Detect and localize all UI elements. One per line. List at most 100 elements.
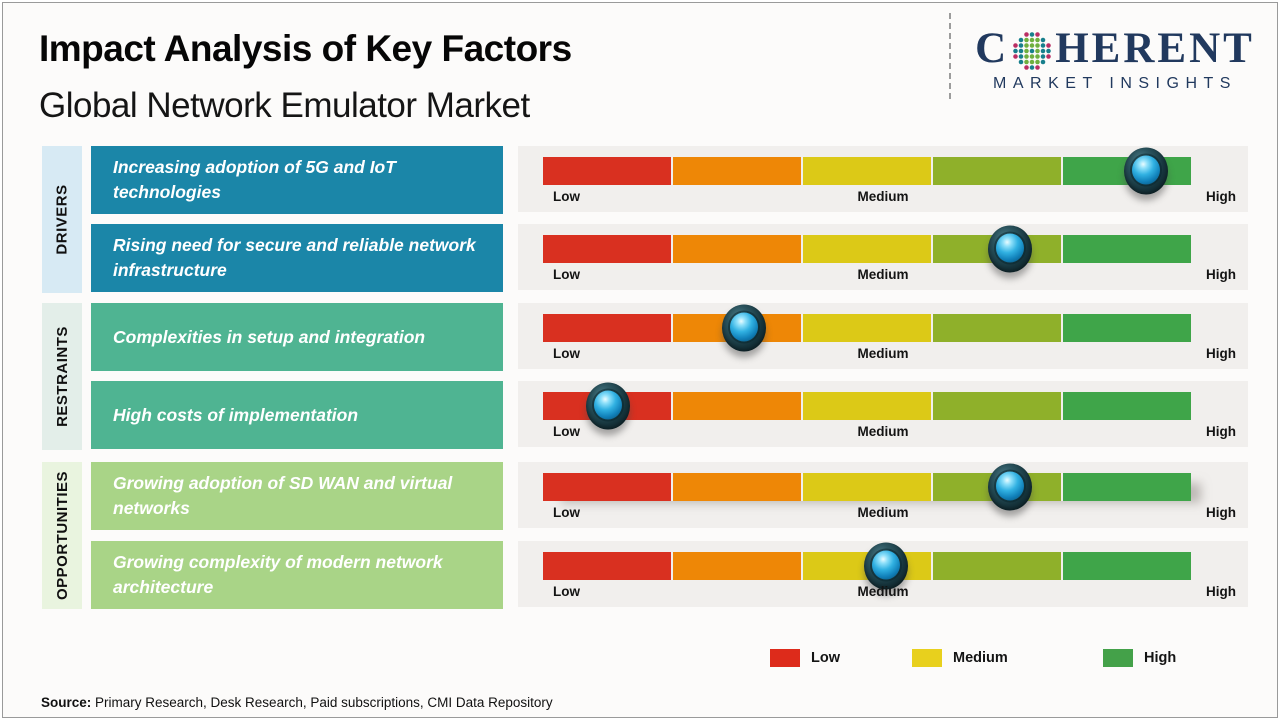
scale-label-medium: Medium [857, 505, 909, 520]
scale-segment-2 [673, 473, 801, 501]
factor-box: Growing complexity of modern network arc… [91, 541, 503, 609]
scale-label-low: Low [553, 505, 580, 520]
scale-label-medium: Medium [857, 584, 909, 599]
factor-box: High costs of implementation [91, 381, 503, 449]
factor-label: Rising need for secure and reliable netw… [113, 235, 476, 280]
scale-segment-3 [803, 473, 931, 501]
brand-letter-c: C [975, 25, 1010, 72]
scale-label-high: High [1206, 189, 1236, 204]
factor-row: Increasing adoption of 5G and IoT techno… [3, 146, 1280, 214]
factor-row: Growing adoption of SD WAN and virtual n… [3, 462, 1280, 530]
scale-label-low: Low [553, 189, 580, 204]
source-label: Source: [41, 695, 92, 710]
scale-label-low: Low [553, 424, 580, 439]
scale-label-low: Low [553, 267, 580, 282]
impact-scale-bar [543, 225, 1191, 273]
source-line: Source: Primary Research, Desk Research,… [41, 695, 553, 710]
factor-box: Increasing adoption of 5G and IoT techno… [91, 146, 503, 214]
scale-label-low: Low [553, 584, 580, 599]
impact-scale-panel: Low Medium High [518, 303, 1248, 369]
scale-segment-2 [673, 157, 801, 185]
legend-item-medium: Medium [912, 649, 1008, 667]
factor-label: High costs of implementation [113, 404, 359, 425]
scale-segment-1 [543, 473, 671, 501]
impact-marker-core [872, 550, 901, 580]
scale-segment-4 [933, 552, 1061, 580]
legend-swatch-medium [912, 649, 942, 667]
scale-label-high: High [1206, 424, 1236, 439]
factor-box: Complexities in setup and integration [91, 303, 503, 371]
page-subtitle: Global Network Emulator Market [39, 86, 530, 125]
impact-marker-orb [987, 463, 1032, 511]
impact-marker-orb [585, 382, 630, 430]
scale-segment-1 [543, 314, 671, 342]
scale-segment-3 [803, 235, 931, 263]
legend-item-low: Low [770, 649, 840, 667]
scale-label-medium: Medium [857, 267, 909, 282]
factor-row: Rising need for secure and reliable netw… [3, 224, 1280, 292]
legend-label-low: Low [811, 650, 840, 666]
scale-label-high: High [1206, 346, 1236, 361]
scale-segment-5 [1063, 473, 1191, 501]
factor-label: Increasing adoption of 5G and IoT techno… [113, 157, 396, 202]
legend-label-high: High [1144, 650, 1177, 666]
impact-scale-bar [543, 304, 1191, 352]
globe-icon [1010, 29, 1054, 73]
scale-segment-5 [1063, 552, 1191, 580]
factor-box: Rising need for secure and reliable netw… [91, 224, 503, 292]
scale-segment-5 [1063, 235, 1191, 263]
factor-row: Complexities in setup and integration Lo… [3, 303, 1280, 371]
group-strip-restraints: RESTRAINTS [42, 303, 82, 450]
impact-marker-core [593, 390, 622, 420]
legend-item-high: High [1103, 649, 1176, 667]
factor-label: Growing complexity of modern network arc… [113, 552, 443, 597]
impact-marker-core [729, 312, 758, 342]
factor-box: Growing adoption of SD WAN and virtual n… [91, 462, 503, 530]
scale-label-high: High [1206, 584, 1236, 599]
scale-label-medium: Medium [857, 424, 909, 439]
brand-tagline: MARKET INSIGHTS [993, 75, 1237, 93]
impact-marker-orb [721, 304, 766, 352]
group-strip-drivers: DRIVERS [42, 146, 82, 293]
factor-label: Growing adoption of SD WAN and virtual n… [113, 473, 453, 518]
scale-segment-4 [933, 314, 1061, 342]
scale-segment-3 [803, 392, 931, 420]
impact-marker-core [995, 233, 1024, 263]
legend-swatch-high [1103, 649, 1133, 667]
impact-scale-panel: Low Medium High [518, 462, 1248, 528]
impact-scale-bar [543, 463, 1191, 511]
scale-label-high: High [1206, 267, 1236, 282]
impact-marker-orb [987, 225, 1032, 273]
scale-segment-1 [543, 552, 671, 580]
impact-marker-orb [1123, 147, 1168, 195]
scale-label-high: High [1206, 505, 1236, 520]
impact-scale-panel: Low Medium High [518, 224, 1248, 290]
scale-segment-5 [1063, 392, 1191, 420]
brand-wordmark: C HERENT [965, 25, 1265, 72]
brand-word-rest: HERENT [1055, 25, 1255, 72]
group-strip-opportunities: OPPORTUNITIES [42, 462, 82, 609]
scale-label-medium: Medium [857, 189, 909, 204]
scale-label-medium: Medium [857, 346, 909, 361]
legend-swatch-low [770, 649, 800, 667]
factor-row: High costs of implementation Low Medium … [3, 381, 1280, 449]
scale-segment-3 [803, 314, 931, 342]
impact-marker-core [1131, 155, 1160, 185]
scale-segment-2 [673, 392, 801, 420]
impact-scale-bar [543, 382, 1191, 430]
page-title: Impact Analysis of Key Factors [39, 28, 572, 69]
impact-scale-panel: Low Medium High [518, 541, 1248, 607]
impact-scale-bar [543, 147, 1191, 195]
scale-segment-2 [673, 235, 801, 263]
impact-scale-bar [543, 542, 1191, 590]
scale-segment-1 [543, 157, 671, 185]
legend-label-medium: Medium [953, 650, 1008, 666]
scale-segment-4 [933, 392, 1061, 420]
impact-marker-core [995, 471, 1024, 501]
factor-label: Complexities in setup and integration [113, 326, 426, 347]
brand-logo: C HERENT MARKET INSIGHTS [965, 25, 1265, 93]
scale-segment-1 [543, 235, 671, 263]
scale-segment-4 [933, 157, 1061, 185]
scale-segment-2 [673, 552, 801, 580]
